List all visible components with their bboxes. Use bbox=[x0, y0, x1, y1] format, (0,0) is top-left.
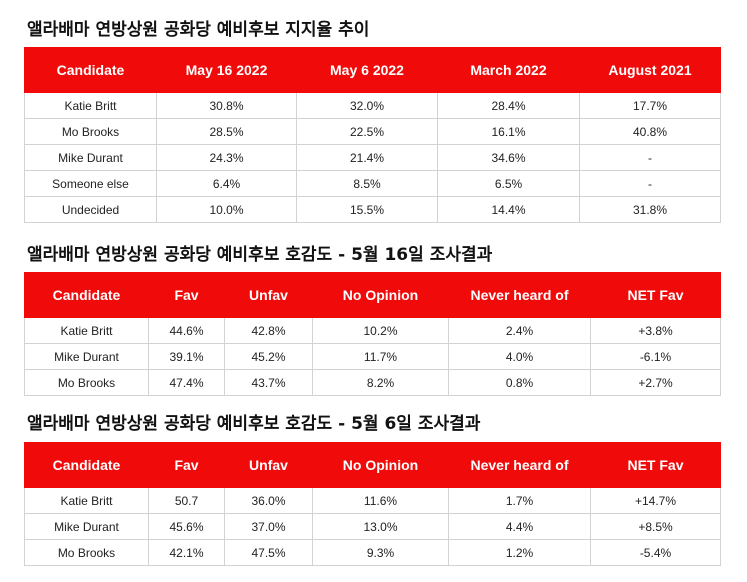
table-cell: +2.7% bbox=[590, 369, 721, 396]
candidate-cell: Mo Brooks bbox=[24, 118, 157, 145]
table-cell: 31.8% bbox=[579, 196, 721, 223]
candidate-cell: Katie Britt bbox=[24, 487, 149, 514]
table-cell: 45.2% bbox=[224, 343, 313, 370]
table-cell: 6.4% bbox=[156, 170, 297, 197]
table-cell: 2.4% bbox=[448, 317, 591, 344]
table-cell: -6.1% bbox=[590, 343, 721, 370]
column-header: Candidate bbox=[24, 47, 157, 93]
candidate-cell: Mo Brooks bbox=[24, 539, 149, 566]
table-cell: 11.6% bbox=[312, 487, 449, 514]
candidate-cell: Undecided bbox=[24, 196, 157, 223]
candidate-cell: Mike Durant bbox=[24, 343, 149, 370]
column-header: NET Fav bbox=[590, 442, 721, 488]
column-header: Fav bbox=[148, 272, 225, 318]
table-row: Katie Britt 50.7 36.0% 11.6% 1.7% +14.7% bbox=[24, 487, 721, 514]
table-cell: +14.7% bbox=[590, 487, 721, 514]
table-cell: -5.4% bbox=[590, 539, 721, 566]
table-cell: 16.1% bbox=[437, 118, 580, 145]
table-cell: - bbox=[579, 170, 721, 197]
column-header: May 16 2022 bbox=[156, 47, 297, 93]
support-trend-title: 앨라배마 연방상원 공화당 예비후보 지지율 추이 bbox=[27, 20, 370, 40]
table-cell: 1.7% bbox=[448, 487, 591, 514]
table-cell: 24.3% bbox=[156, 144, 297, 171]
table-cell: 10.2% bbox=[312, 317, 449, 344]
table-cell: 45.6% bbox=[148, 513, 225, 540]
favorability-may16-title: 앨라배마 연방상원 공화당 예비후보 호감도 - 5월 16일 조사결과 bbox=[27, 245, 493, 265]
column-header: Fav bbox=[148, 442, 225, 488]
support-trend-table: Candidate May 16 2022 May 6 2022 March 2… bbox=[24, 47, 721, 223]
column-header: Unfav bbox=[224, 442, 313, 488]
table-cell: 8.5% bbox=[296, 170, 438, 197]
candidate-cell: Someone else bbox=[24, 170, 157, 197]
column-header: March 2022 bbox=[437, 47, 580, 93]
table-row: Mo Brooks 47.4% 43.7% 8.2% 0.8% +2.7% bbox=[24, 369, 721, 396]
table-cell: 6.5% bbox=[437, 170, 580, 197]
table-cell: 36.0% bbox=[224, 487, 313, 514]
table-row: Someone else 6.4% 8.5% 6.5% - bbox=[24, 170, 721, 197]
candidate-cell: Mike Durant bbox=[24, 513, 149, 540]
table-cell: 34.6% bbox=[437, 144, 580, 171]
table-row: Mike Durant 39.1% 45.2% 11.7% 4.0% -6.1% bbox=[24, 343, 721, 370]
column-header: Never heard of bbox=[448, 272, 591, 318]
table-cell: 1.2% bbox=[448, 539, 591, 566]
table-row: Mo Brooks 28.5% 22.5% 16.1% 40.8% bbox=[24, 118, 721, 145]
table-cell: 4.4% bbox=[448, 513, 591, 540]
column-header: No Opinion bbox=[312, 272, 449, 318]
table-cell: 47.4% bbox=[148, 369, 225, 396]
table-header-row: Candidate May 16 2022 May 6 2022 March 2… bbox=[24, 47, 721, 93]
table-cell: 13.0% bbox=[312, 513, 449, 540]
table-cell: 42.1% bbox=[148, 539, 225, 566]
table-cell: 15.5% bbox=[296, 196, 438, 223]
table-cell: 17.7% bbox=[579, 92, 721, 119]
table-cell: 30.8% bbox=[156, 92, 297, 119]
column-header: Candidate bbox=[24, 442, 149, 488]
candidate-cell: Katie Britt bbox=[24, 92, 157, 119]
table-cell: - bbox=[579, 144, 721, 171]
table-cell: 21.4% bbox=[296, 144, 438, 171]
favorability-may16-table: Candidate Fav Unfav No Opinion Never hea… bbox=[24, 272, 721, 396]
column-header: Unfav bbox=[224, 272, 313, 318]
table-cell: 47.5% bbox=[224, 539, 313, 566]
column-header: May 6 2022 bbox=[296, 47, 438, 93]
table-row: Undecided 10.0% 15.5% 14.4% 31.8% bbox=[24, 196, 721, 223]
column-header: August 2021 bbox=[579, 47, 721, 93]
table-cell: 11.7% bbox=[312, 343, 449, 370]
column-header: Candidate bbox=[24, 272, 149, 318]
table-cell: 28.4% bbox=[437, 92, 580, 119]
table-cell: 9.3% bbox=[312, 539, 449, 566]
table-cell: 37.0% bbox=[224, 513, 313, 540]
table-cell: 4.0% bbox=[448, 343, 591, 370]
table-row: Katie Britt 44.6% 42.8% 10.2% 2.4% +3.8% bbox=[24, 317, 721, 344]
favorability-may6-title: 앨라배마 연방상원 공화당 예비후보 호감도 - 5월 6일 조사결과 bbox=[27, 414, 481, 434]
table-cell: 42.8% bbox=[224, 317, 313, 344]
candidate-cell: Katie Britt bbox=[24, 317, 149, 344]
table-cell: 43.7% bbox=[224, 369, 313, 396]
table-row: Mo Brooks 42.1% 47.5% 9.3% 1.2% -5.4% bbox=[24, 539, 721, 566]
candidate-cell: Mo Brooks bbox=[24, 369, 149, 396]
table-row: Mike Durant 45.6% 37.0% 13.0% 4.4% +8.5% bbox=[24, 513, 721, 540]
table-cell: +3.8% bbox=[590, 317, 721, 344]
table-cell: 0.8% bbox=[448, 369, 591, 396]
table-cell: 22.5% bbox=[296, 118, 438, 145]
table-cell: 8.2% bbox=[312, 369, 449, 396]
table-cell: 50.7 bbox=[148, 487, 225, 514]
table-cell: 40.8% bbox=[579, 118, 721, 145]
table-cell: 39.1% bbox=[148, 343, 225, 370]
table-header-row: Candidate Fav Unfav No Opinion Never hea… bbox=[24, 442, 721, 488]
table-row: Mike Durant 24.3% 21.4% 34.6% - bbox=[24, 144, 721, 171]
favorability-may6-table: Candidate Fav Unfav No Opinion Never hea… bbox=[24, 442, 721, 566]
table-header-row: Candidate Fav Unfav No Opinion Never hea… bbox=[24, 272, 721, 318]
candidate-cell: Mike Durant bbox=[24, 144, 157, 171]
table-cell: 28.5% bbox=[156, 118, 297, 145]
table-cell: +8.5% bbox=[590, 513, 721, 540]
column-header: NET Fav bbox=[590, 272, 721, 318]
table-cell: 44.6% bbox=[148, 317, 225, 344]
table-cell: 14.4% bbox=[437, 196, 580, 223]
table-cell: 32.0% bbox=[296, 92, 438, 119]
table-cell: 10.0% bbox=[156, 196, 297, 223]
column-header: Never heard of bbox=[448, 442, 591, 488]
column-header: No Opinion bbox=[312, 442, 449, 488]
table-row: Katie Britt 30.8% 32.0% 28.4% 17.7% bbox=[24, 92, 721, 119]
